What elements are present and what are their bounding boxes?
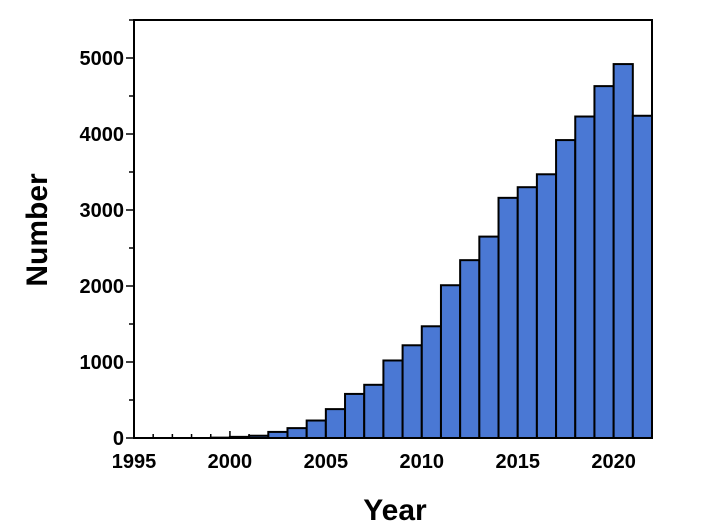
ticks-group: 1995 2000 2005 2010 2015 2020 0 1000 2000 3000 400… <box>80 19 653 473</box>
bar-2008 <box>382 359 404 440</box>
bar-2011 <box>439 284 462 439</box>
y-tick-label-3000: 3000 <box>80 200 125 222</box>
x-tick-label-2010: 2010 <box>400 451 445 473</box>
bar-2019 <box>593 85 615 440</box>
bar-2017 <box>555 139 577 440</box>
axes-group <box>133 19 653 439</box>
x-tick-label-2000: 2000 <box>208 451 253 473</box>
x-tick-label-2015: 2015 <box>495 451 540 473</box>
x-tick-label-2020: 2020 <box>591 451 636 473</box>
bars-group <box>209 63 654 440</box>
bar-2015 <box>516 186 538 439</box>
bar-2007 <box>363 383 385 439</box>
bar-2014 <box>497 196 519 439</box>
bar-2021 <box>631 114 654 439</box>
bar-2013 <box>478 235 500 439</box>
y-tick-label-2000: 2000 <box>80 276 125 298</box>
x-axis-title: Year <box>363 494 427 527</box>
y-tick-label-0: 0 <box>113 428 124 450</box>
bar-2006 <box>344 392 366 440</box>
bar-2010 <box>420 325 442 439</box>
y-tick-label-5000: 5000 <box>80 48 125 70</box>
bar-2005 <box>324 408 347 439</box>
bar-2020 <box>612 63 634 440</box>
bar-2016 <box>535 173 558 439</box>
y-axis-title: Number <box>21 173 54 287</box>
bar-2004 <box>305 419 327 439</box>
x-tick-label-2005: 2005 <box>304 451 349 473</box>
bar-2009 <box>401 344 423 439</box>
x-tick-label-1995: 1995 <box>112 451 157 473</box>
y-tick-label-1000: 1000 <box>80 352 125 374</box>
bar-2003 <box>286 427 308 439</box>
bar-2012 <box>459 259 481 439</box>
y-tick-label-4000: 4000 <box>80 124 125 146</box>
plot-frame <box>133 19 653 439</box>
bar-2018 <box>574 115 596 440</box>
